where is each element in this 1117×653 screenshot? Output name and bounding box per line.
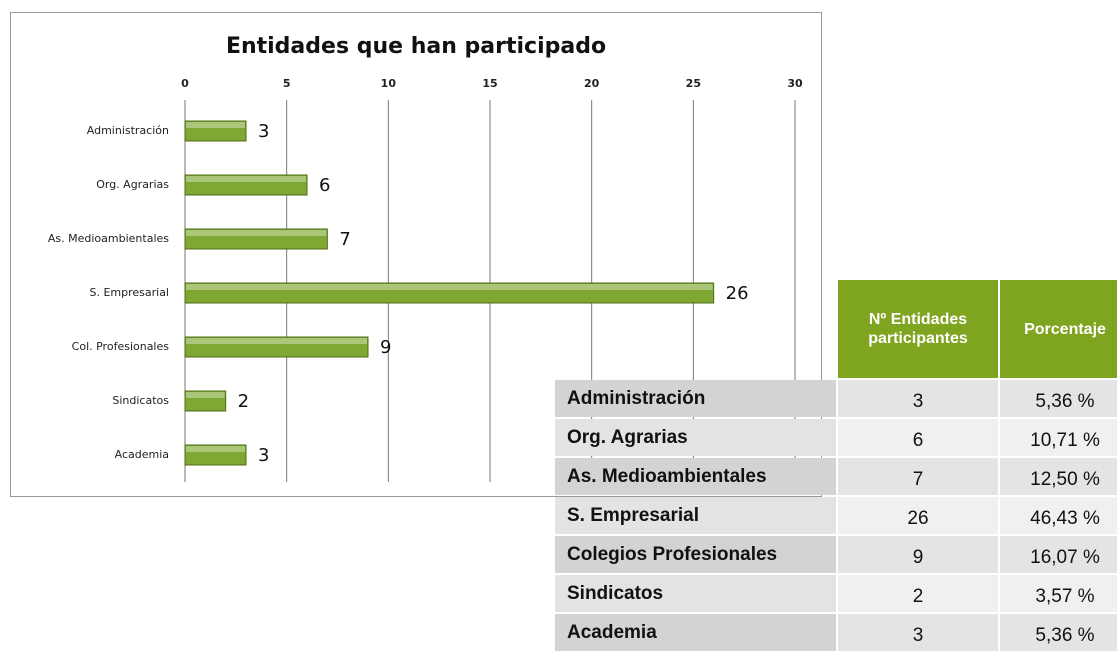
x-tick-label: 0 (181, 77, 189, 90)
value-label: 9 (380, 337, 391, 358)
table-cell: 16,07 % (1000, 536, 1117, 573)
table-cell: 3 (838, 614, 998, 651)
y-tick-label: Sindicatos (112, 394, 169, 407)
table-cell: 26 (838, 497, 998, 534)
table-cell: 9 (838, 536, 998, 573)
row-label: Org. Agrarias (555, 419, 836, 456)
row-label: Administración (555, 380, 836, 417)
bar-highlight (186, 392, 225, 398)
chart-title: Entidades que han participado (226, 34, 606, 59)
table-cell: 3 (838, 380, 998, 417)
y-tick-label: Academia (115, 448, 169, 461)
bar (184, 228, 328, 250)
x-tick-label: 10 (381, 77, 397, 90)
table-cell: 2 (838, 575, 998, 612)
row-label: Sindicatos (555, 575, 836, 612)
row-label: Colegios Profesionales (555, 536, 836, 573)
row-label: Academia (555, 614, 836, 651)
bar-highlight (186, 338, 367, 344)
value-label: 26 (726, 283, 749, 304)
bar (184, 336, 369, 358)
y-tick-label: As. Medioambientales (48, 232, 169, 245)
x-tick-label: 5 (283, 77, 291, 90)
x-tick-label: 30 (787, 77, 803, 90)
bar-highlight (186, 284, 713, 290)
bar (184, 444, 247, 466)
x-tick-label: 15 (482, 77, 497, 90)
table-cell: 3,57 % (1000, 575, 1117, 612)
table-cell: 46,43 % (1000, 497, 1117, 534)
value-label: 6 (319, 175, 330, 196)
table-header: Nº Entidades participantes (838, 280, 998, 378)
bar (184, 390, 227, 412)
bar-highlight (186, 176, 306, 182)
y-tick-label: Org. Agrarias (96, 178, 169, 191)
bar-highlight (186, 230, 327, 236)
y-tick-label: S. Empresarial (89, 286, 169, 299)
table-header: Porcentaje (1000, 280, 1117, 378)
bar (184, 120, 247, 142)
table-cell: 5,36 % (1000, 614, 1117, 651)
value-label: 2 (238, 391, 249, 412)
value-label: 3 (258, 445, 269, 466)
table-cell: 7 (838, 458, 998, 495)
y-tick-label: Col. Profesionales (72, 340, 170, 353)
bar (184, 282, 715, 304)
row-label: As. Medioambientales (555, 458, 836, 495)
x-tick-label: 20 (584, 77, 600, 90)
table-cell: 5,36 % (1000, 380, 1117, 417)
x-tick-label: 25 (686, 77, 701, 90)
row-label: S. Empresarial (555, 497, 836, 534)
table-cell: 6 (838, 419, 998, 456)
bar-highlight (186, 446, 245, 452)
table-cell: 10,71 % (1000, 419, 1117, 456)
bar (184, 174, 308, 196)
value-label: 3 (258, 121, 269, 142)
y-tick-label: Administración (87, 124, 169, 137)
bar-highlight (186, 122, 245, 128)
value-label: 7 (339, 229, 350, 250)
table-cell: 12,50 % (1000, 458, 1117, 495)
